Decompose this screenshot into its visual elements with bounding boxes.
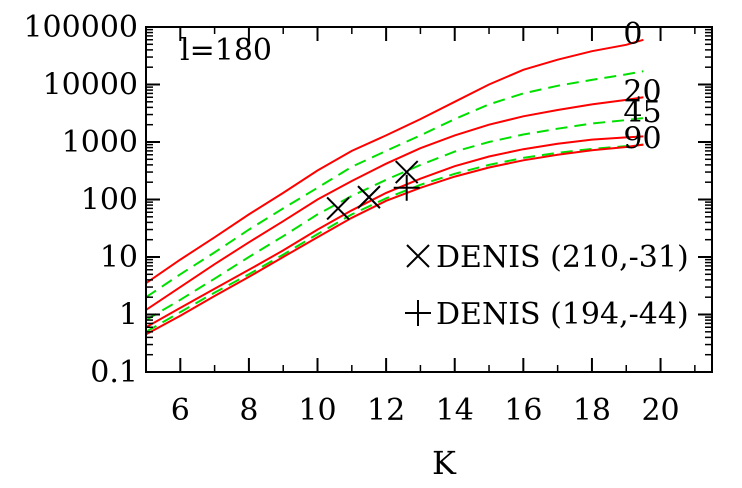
x-tick-label: 12	[367, 393, 405, 428]
series-line-2	[145, 70, 644, 299]
marker-x-point	[357, 185, 381, 209]
series-line-6	[145, 143, 644, 333]
series-line-5	[145, 135, 644, 329]
series-end-label: 45	[623, 95, 661, 130]
series-end-label: 90	[623, 122, 661, 157]
series-line-4	[145, 117, 644, 321]
y-tick-label: 100000	[23, 10, 138, 45]
series-end-label: 20	[623, 74, 661, 109]
y-tick-label: 10	[100, 240, 138, 275]
x-tick-label: 16	[504, 393, 542, 428]
marker-x-point	[394, 160, 419, 184]
marker-layer	[326, 160, 420, 221]
series-line-1	[145, 38, 644, 285]
x-axis-title: K	[432, 444, 457, 482]
x-tick-label: 6	[171, 393, 190, 428]
y-tick-label: 1000	[62, 125, 138, 160]
x-tick-label: 20	[641, 393, 679, 428]
marker-x-point	[326, 196, 350, 221]
legend-label: DENIS (194,-44)	[436, 297, 689, 332]
x-tick-label: 8	[239, 393, 258, 428]
series-layer	[145, 38, 644, 336]
label-layer: 0.1 1 10 100 1000 10000 100000 6 8 10 12 14 16 18 20 0 2…	[23, 10, 679, 428]
y-tick-label: 1	[119, 298, 138, 333]
marker-stroke	[406, 244, 430, 268]
tick-layer	[145, 26, 712, 373]
marker-stroke	[357, 185, 381, 209]
marker-stroke	[394, 160, 419, 184]
legend-label: DENIS (210,-31)	[436, 240, 689, 275]
series-end-label: 0	[623, 17, 642, 52]
y-tick-label: 100	[81, 183, 138, 218]
y-tick-label: 10000	[43, 68, 138, 103]
x-tick-label: 18	[573, 393, 611, 428]
y-tick-label: 0.1	[90, 355, 138, 390]
marker-plus-point	[393, 174, 420, 201]
legend-symbol-x	[406, 244, 430, 268]
marker-stroke	[326, 196, 350, 221]
legend: DENIS (210,-31) DENIS (194,-44)	[405, 240, 689, 332]
x-tick-label: 10	[298, 393, 336, 428]
series-line-7	[145, 143, 644, 336]
x-tick-label: 14	[436, 393, 474, 428]
series-line-3	[145, 96, 644, 311]
chart-annotation: l=180	[180, 33, 272, 68]
legend-symbol-plus	[405, 300, 431, 326]
